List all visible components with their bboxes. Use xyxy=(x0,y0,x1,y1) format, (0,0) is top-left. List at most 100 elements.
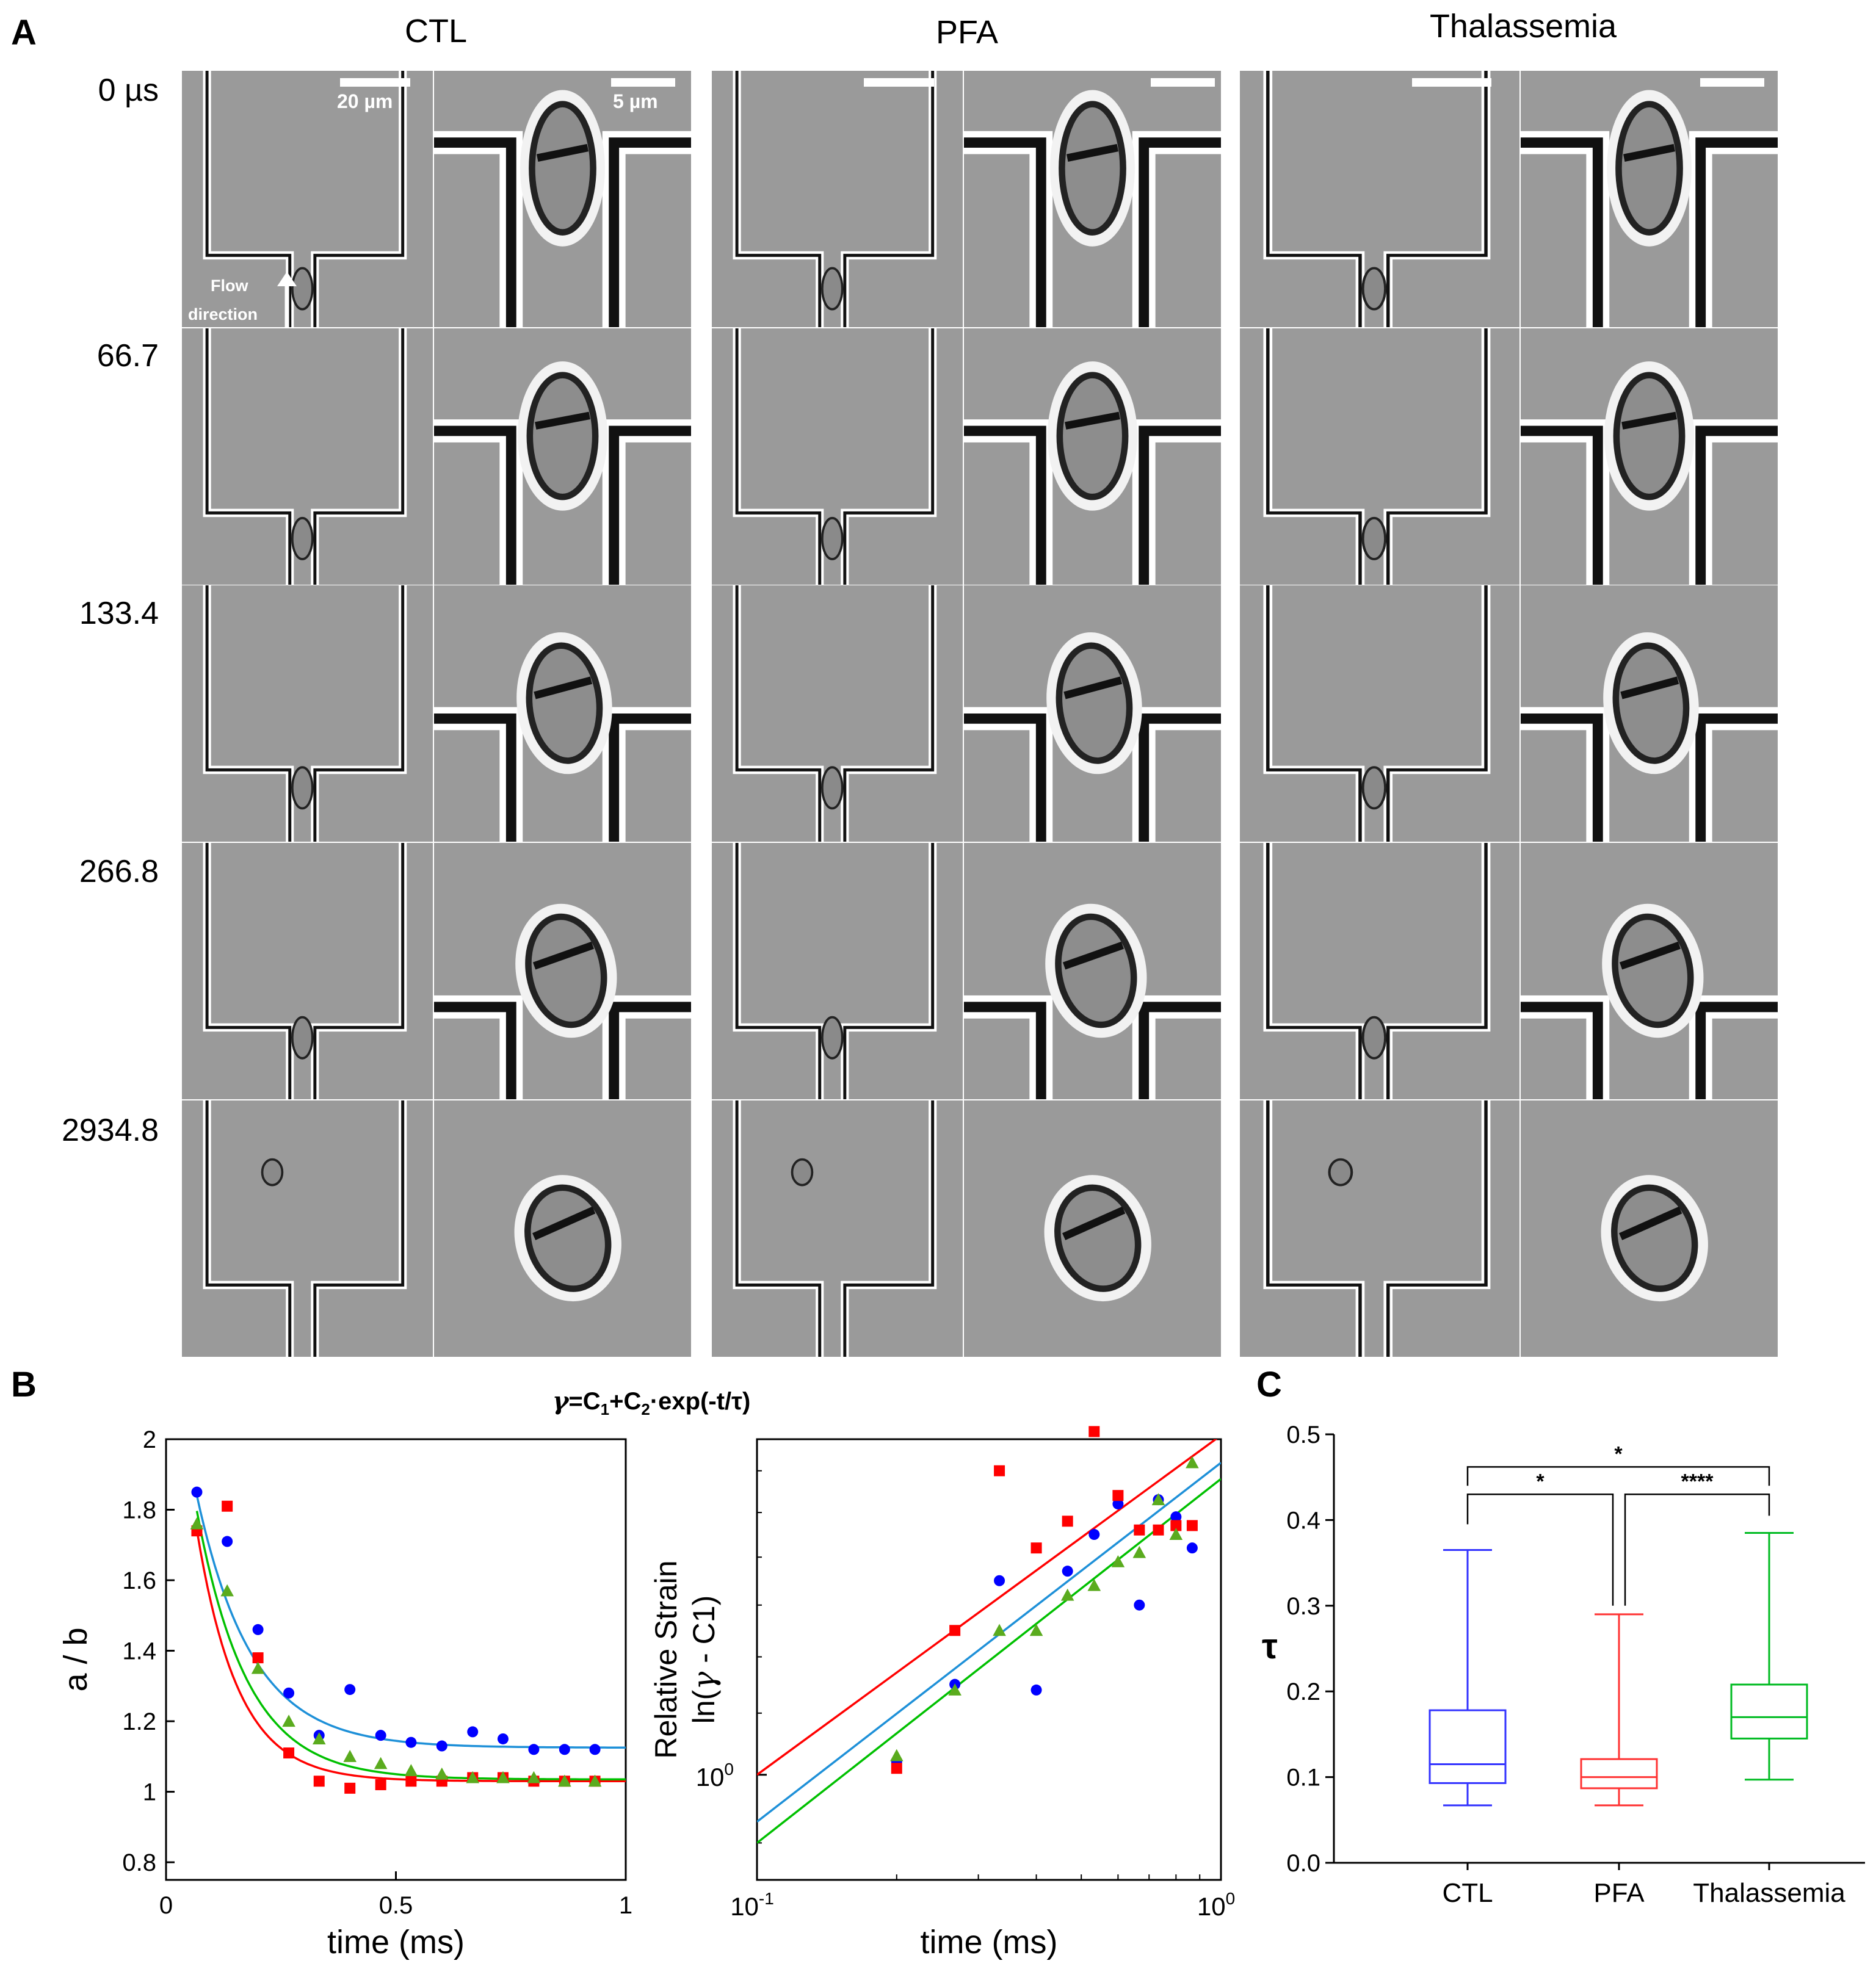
data-point-thal xyxy=(1132,1545,1146,1558)
cell-fold xyxy=(534,676,593,699)
channel-wall-edge xyxy=(964,137,1221,327)
x-axis-label: time (ms) xyxy=(327,1924,465,1960)
data-point-ctl xyxy=(497,1733,509,1744)
fit-curve-ctl xyxy=(195,1495,626,1749)
cell-outline xyxy=(1055,913,1137,1028)
data-point-pfa xyxy=(1134,1524,1145,1536)
cell-fold xyxy=(1619,1206,1682,1240)
cell-outline xyxy=(1611,1184,1698,1292)
micrograph-pfa-t1-wide xyxy=(711,328,963,585)
data-point-ctl xyxy=(252,1624,264,1635)
data-point-thal xyxy=(435,1767,449,1780)
cell-outline xyxy=(1056,372,1129,500)
fit-line-pfa xyxy=(757,1439,1218,1776)
channel-wall-edge xyxy=(434,714,691,842)
x-tick-label: 0 xyxy=(159,1892,173,1919)
data-point-thal xyxy=(343,1750,357,1762)
chart-ab-ratio: 0 0.5 1 0.8 1 1.2 1.4 1.6 1.8 2 time (ms) a / b xyxy=(57,1426,632,1960)
cell-halo xyxy=(1604,361,1695,511)
y-tick-label: 1.2 xyxy=(122,1708,156,1735)
data-point-pfa xyxy=(405,1776,417,1787)
cell xyxy=(1328,1158,1353,1187)
cell xyxy=(1361,1016,1387,1060)
channel-wall-edge xyxy=(205,843,405,1099)
cell-fold xyxy=(1621,411,1677,430)
chart-relative-strain: 10-1 100 100 time (ms) Relative Strain ln(γ -… xyxy=(649,1426,1235,1960)
time-label-266: 266.8 xyxy=(79,854,159,889)
micrograph-thal-t0-wide xyxy=(1239,70,1520,328)
y-tick-label: 0.5 xyxy=(1286,1422,1320,1448)
micrograph-thal-t2-zoom xyxy=(1520,585,1778,842)
data-point-ctl xyxy=(1170,1511,1182,1523)
cell xyxy=(291,267,314,311)
channel-wall-edge xyxy=(1521,137,1778,327)
channel-wall-edge xyxy=(1521,425,1778,585)
channel-wall-edge xyxy=(735,1100,935,1357)
data-point-ctl xyxy=(222,1536,233,1547)
cell-group xyxy=(1603,632,1699,775)
cell-fold xyxy=(1063,676,1123,699)
micrograph-ctl-t1-zoom xyxy=(433,328,692,585)
cell-halo xyxy=(1050,90,1135,247)
data-point-ctl xyxy=(405,1736,417,1748)
data-point-thal xyxy=(404,1764,418,1776)
micrograph-thal-t4-wide xyxy=(1239,1100,1520,1357)
cell-outline xyxy=(526,372,599,500)
time-label-0: 0 µs xyxy=(98,73,159,108)
cell-halo xyxy=(1047,361,1138,511)
equation-exp: ·exp(-t/τ) xyxy=(650,1388,751,1415)
cell-halo xyxy=(1046,632,1142,775)
data-point-pfa xyxy=(283,1747,295,1759)
channel-wall-edge xyxy=(1521,1002,1778,1099)
cell-outline xyxy=(1612,642,1690,764)
scale-bar-20um xyxy=(340,78,410,87)
cell-group xyxy=(514,1175,621,1302)
scale-bar-thal-zoom xyxy=(1700,78,1764,87)
micrograph-pfa-t0-wide xyxy=(711,70,963,328)
channel-wall-edge xyxy=(1266,843,1488,1099)
equation-sub2: 2 xyxy=(641,1400,650,1418)
micrograph-ctl-t1-wide xyxy=(181,328,433,585)
data-point-pfa xyxy=(1186,1520,1198,1531)
data-point-ctl xyxy=(344,1684,356,1696)
plot-frame xyxy=(165,1438,627,1881)
channel-wall-edge xyxy=(434,425,691,585)
data-point-pfa xyxy=(949,1625,961,1636)
cell-fold xyxy=(1623,143,1676,162)
channel-wall-edge xyxy=(1266,585,1488,842)
fit-equation: γ=C1+C2·exp(-t/τ) xyxy=(552,1387,750,1419)
data-point-thal xyxy=(220,1584,234,1597)
channel-wall-edge xyxy=(434,1002,691,1099)
significance-label: * xyxy=(1614,1442,1623,1465)
y-tick-label: 0.3 xyxy=(1286,1593,1320,1620)
micrograph-pfa-t2-wide xyxy=(711,585,963,842)
cell-halo xyxy=(520,90,605,247)
data-point-pfa xyxy=(1030,1542,1042,1554)
micrograph-ctl-t4-wide xyxy=(181,1100,433,1357)
micrograph-ctl-t2-wide xyxy=(181,585,433,842)
data-point-pfa xyxy=(891,1763,902,1774)
data-point-ctl xyxy=(528,1744,540,1755)
cell-outline xyxy=(1054,1184,1142,1292)
data-point-pfa xyxy=(252,1652,264,1664)
cell-halo xyxy=(517,361,608,511)
data-point-thal xyxy=(588,1774,602,1787)
data-point-pfa xyxy=(1062,1516,1073,1527)
y-tick-label: 2 xyxy=(143,1426,156,1453)
data-point-ctl xyxy=(559,1744,570,1755)
micrograph-pfa-t3-zoom xyxy=(963,842,1222,1100)
micrograph-ctl-t3-wide xyxy=(181,842,433,1100)
data-point-thal xyxy=(1087,1578,1101,1591)
panel-c-letter: C xyxy=(1256,1365,1282,1404)
micrograph-ctl-t3-zoom xyxy=(433,842,692,1100)
data-point-pfa xyxy=(994,1465,1005,1476)
data-point-ctl xyxy=(1088,1529,1100,1541)
cell-outline xyxy=(524,1184,612,1292)
y-tick-label: 0.1 xyxy=(1286,1765,1320,1791)
micrograph-thal-t3-wide xyxy=(1239,842,1520,1100)
x-tick-label: 100 xyxy=(1197,1889,1235,1921)
data-point-pfa xyxy=(1112,1490,1124,1501)
data-point-pfa xyxy=(1153,1524,1164,1536)
cell-fold xyxy=(1062,941,1124,970)
scale-bar-5um xyxy=(611,78,675,87)
